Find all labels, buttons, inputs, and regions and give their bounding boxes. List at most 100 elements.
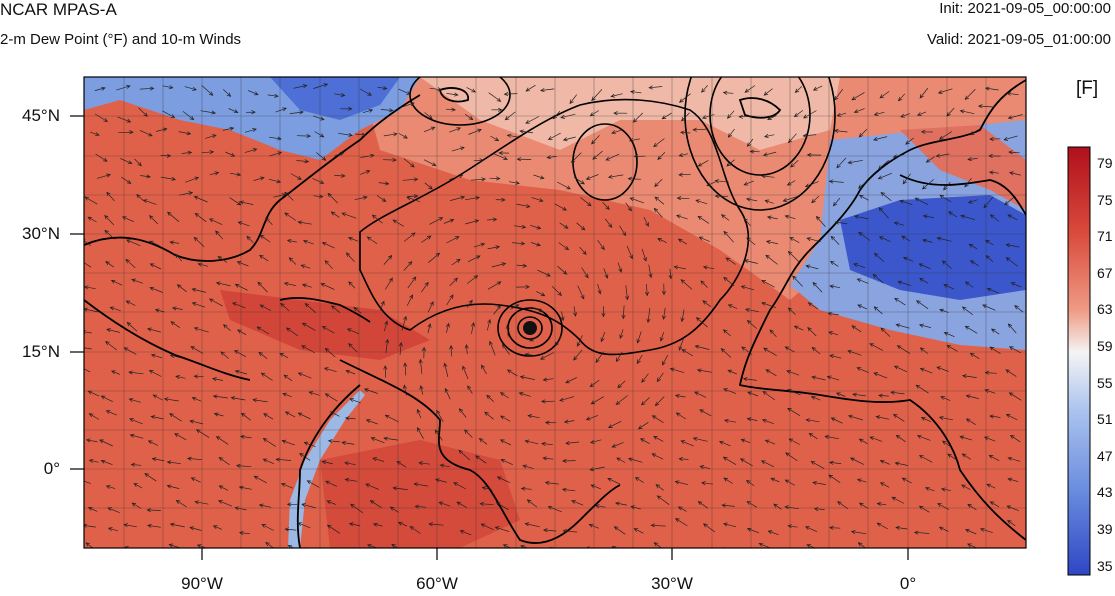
wind-arrow (306, 480, 320, 488)
wind-arrow (470, 177, 486, 182)
wind-arrow (630, 505, 641, 510)
wind-arrow (625, 202, 632, 212)
wind-arrow (763, 347, 777, 357)
wind-arrow (627, 176, 641, 181)
wind-arrow (727, 369, 737, 375)
wind-arrow (464, 195, 480, 201)
wind-arrow (857, 180, 869, 189)
wind-arrow (916, 300, 929, 310)
wind-arrow (653, 542, 662, 548)
wind-arrow (230, 396, 246, 401)
wind-arrow (329, 411, 340, 417)
wind-arrow (268, 178, 282, 184)
wind-arrow (678, 335, 685, 351)
wind-arrow (85, 438, 98, 443)
wind-arrow (828, 179, 844, 184)
wind-arrow (256, 326, 270, 335)
wind-arrow (324, 260, 333, 270)
wind-arrow (938, 131, 953, 140)
wind-arrow (88, 458, 99, 463)
wind-arrow (499, 415, 511, 422)
wind-arrow (178, 131, 192, 136)
wind-arrow (983, 436, 996, 442)
wind-arrow (641, 397, 650, 406)
wind-arrow (918, 505, 930, 513)
wind-arrow (847, 414, 864, 421)
wind-arrow (104, 229, 115, 240)
wind-arrow (434, 478, 447, 483)
colorbar-unit: [F] (1076, 78, 1099, 99)
wind-arrow (510, 304, 520, 310)
wind-arrow (229, 172, 242, 177)
wind-arrow (324, 347, 336, 358)
wind-arrow (403, 261, 413, 271)
wind-arrow (621, 305, 626, 320)
wind-arrow (544, 420, 557, 425)
wind-arrow (697, 215, 710, 224)
wind-arrow (1014, 305, 1024, 313)
wind-arrow (646, 307, 651, 324)
wind-arrow (131, 278, 144, 284)
wind-arrow (370, 437, 385, 444)
wind-arrow (182, 111, 195, 121)
wind-arrow (967, 199, 978, 204)
wind-arrow (760, 460, 775, 468)
wind-arrow (967, 157, 978, 162)
wind-arrow (648, 85, 663, 90)
wind-arrow (939, 308, 949, 313)
wind-arrow (657, 238, 667, 244)
wind-arrow (811, 195, 820, 204)
lon-label-90w: 90°W (181, 574, 223, 593)
wind-arrow (458, 449, 471, 461)
wind-arrow (406, 294, 414, 306)
wind-arrow (858, 231, 871, 241)
wind-arrow (109, 306, 121, 312)
wind-arrow (894, 297, 906, 306)
wind-arrow (363, 388, 378, 394)
wind-arrow (579, 246, 587, 255)
wind-arrow (439, 463, 451, 468)
wind-arrow (1006, 91, 1019, 96)
wind-arrow (590, 396, 605, 405)
wind-arrow (218, 485, 229, 491)
wind-arrow (925, 156, 935, 163)
wind-arrow (503, 91, 518, 97)
wind-arrow (718, 440, 731, 447)
wind-arrow (253, 475, 267, 484)
wind-arrow (100, 395, 113, 403)
wind-arrow (233, 350, 247, 358)
wind-arrow (787, 524, 798, 529)
wind-arrow (680, 279, 693, 290)
wind-arrow (829, 260, 839, 267)
wind-arrow (225, 151, 236, 157)
wind-arrow (169, 522, 185, 528)
wind-arrow (588, 523, 600, 529)
wind-arrow (899, 199, 913, 206)
wind-arrow (407, 194, 419, 199)
wind-arrow (595, 351, 604, 364)
wind-arrow (300, 264, 311, 269)
wind-arrow (330, 305, 341, 313)
wind-arrow (629, 197, 644, 204)
wind-arrow (215, 230, 224, 240)
wind-arrow (919, 347, 929, 354)
caribbean-moist (220, 290, 430, 360)
wind-arrow (99, 439, 113, 447)
wind-arrow (494, 526, 510, 532)
wind-arrow (193, 326, 209, 333)
wind-arrow (275, 457, 292, 462)
wind-arrow (284, 411, 296, 418)
europe-moist (900, 125, 1026, 210)
wind-arrow (961, 484, 971, 491)
wind-arrow (491, 262, 507, 268)
wind-arrow (418, 461, 430, 466)
wind-arrow (938, 415, 953, 421)
lat-label-45n: 45°N (22, 106, 60, 125)
wind-arrow (853, 108, 865, 114)
wind-arrow (989, 214, 1000, 222)
wind-arrow (151, 457, 165, 462)
wind-arrow (837, 501, 849, 510)
wind-arrow (105, 485, 116, 490)
wind-arrow (788, 549, 797, 554)
wind-arrow (96, 173, 111, 179)
